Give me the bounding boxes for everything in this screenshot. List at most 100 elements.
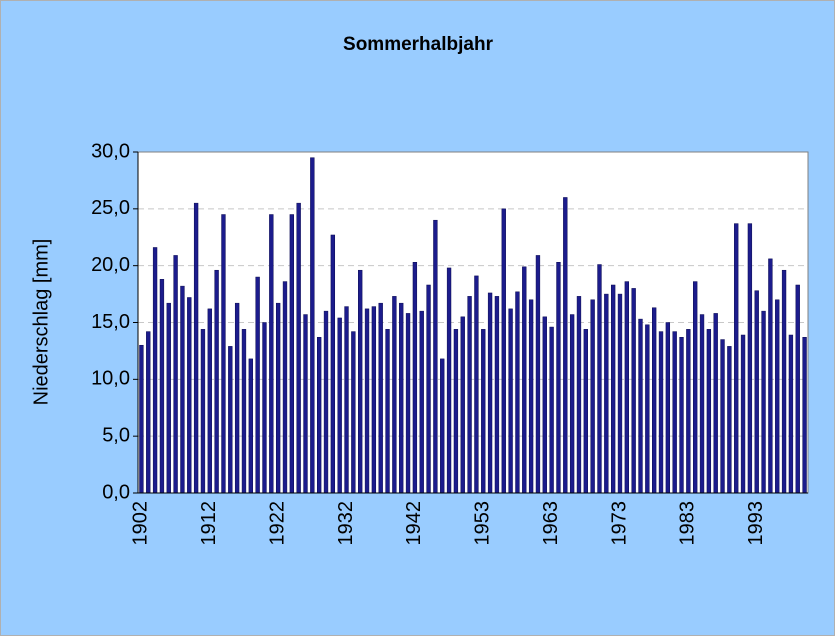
x-tick-label: 1963	[540, 501, 562, 546]
chart-title: Sommerhalbjahr	[343, 34, 494, 55]
x-tick-label: 1973	[608, 501, 630, 546]
bar	[706, 329, 712, 494]
bar	[658, 331, 664, 494]
bar	[446, 267, 452, 494]
bar	[228, 346, 233, 494]
bar	[487, 292, 493, 494]
bar	[768, 258, 773, 494]
bar	[200, 329, 206, 494]
bar	[159, 279, 165, 494]
bar	[638, 318, 643, 494]
bar	[610, 284, 616, 494]
bar	[699, 314, 705, 494]
bar	[440, 358, 445, 494]
bar	[351, 331, 356, 494]
bar	[761, 310, 766, 494]
bar	[631, 288, 636, 494]
bar	[358, 269, 363, 494]
bar	[740, 334, 746, 494]
bar	[146, 331, 151, 494]
bar	[180, 285, 185, 494]
bar	[275, 302, 281, 494]
bar	[569, 314, 575, 494]
bar	[310, 157, 315, 494]
bar	[528, 299, 534, 494]
bar	[515, 291, 520, 494]
bar	[788, 334, 794, 494]
bar	[693, 281, 698, 494]
bar	[385, 329, 390, 494]
bar	[686, 329, 691, 494]
bar	[262, 322, 267, 494]
bar	[152, 247, 158, 494]
bar	[269, 214, 274, 494]
bar	[317, 337, 322, 494]
bar	[173, 255, 178, 494]
x-tick-label: 1902	[130, 501, 152, 546]
x-tick-label: 1983	[677, 501, 699, 546]
bar	[330, 234, 336, 494]
bar	[494, 296, 500, 494]
bar	[296, 202, 301, 494]
bar	[207, 308, 212, 494]
bar	[426, 284, 431, 494]
bar	[754, 290, 759, 494]
y-tick-label: 0,0	[102, 481, 130, 503]
bar	[289, 214, 294, 494]
bar	[672, 331, 677, 494]
bar	[727, 346, 732, 494]
y-tick-label: 5,0	[102, 424, 130, 446]
bar	[645, 324, 650, 494]
x-tick-label: 1932	[335, 501, 357, 546]
bar	[214, 269, 219, 494]
bar	[734, 223, 739, 494]
bar	[583, 329, 588, 494]
bar	[542, 316, 547, 494]
bar	[604, 293, 609, 494]
bar	[522, 266, 527, 494]
bar	[460, 316, 465, 494]
bar	[775, 299, 780, 494]
x-tick-label: 1912	[198, 501, 220, 546]
bar	[193, 202, 199, 494]
bar	[255, 276, 260, 494]
bar	[802, 337, 807, 494]
bar	[617, 293, 623, 494]
y-tick-label: 15,0	[91, 311, 130, 333]
bar	[337, 317, 342, 494]
bar	[474, 275, 479, 494]
bar	[679, 337, 684, 494]
y-tick-label: 20,0	[91, 254, 130, 276]
bar	[378, 302, 383, 494]
x-tick-label: 1942	[403, 501, 425, 546]
x-tick-label: 1993	[745, 501, 767, 546]
bar	[241, 329, 247, 494]
bar	[419, 310, 424, 494]
y-tick-label: 25,0	[91, 197, 130, 219]
bar	[576, 296, 582, 494]
bar	[508, 308, 513, 494]
bar	[597, 264, 602, 494]
bar	[433, 219, 438, 494]
bar	[501, 208, 506, 494]
bar	[282, 281, 288, 494]
bar	[781, 269, 787, 494]
bar	[344, 306, 349, 494]
bar	[535, 255, 541, 494]
bar	[665, 322, 671, 494]
bar	[556, 262, 561, 494]
x-tick-label: 1922	[266, 501, 288, 546]
bar	[187, 297, 192, 494]
bar	[364, 308, 370, 494]
y-axis-label: Niederschlag [mm]	[30, 239, 52, 406]
bar	[405, 313, 411, 494]
y-tick-label: 10,0	[91, 368, 130, 390]
bar	[467, 296, 472, 494]
bar	[248, 358, 253, 494]
bar	[563, 197, 568, 494]
bar	[323, 310, 329, 494]
x-tick-label: 1953	[472, 501, 494, 546]
bar	[139, 344, 144, 494]
